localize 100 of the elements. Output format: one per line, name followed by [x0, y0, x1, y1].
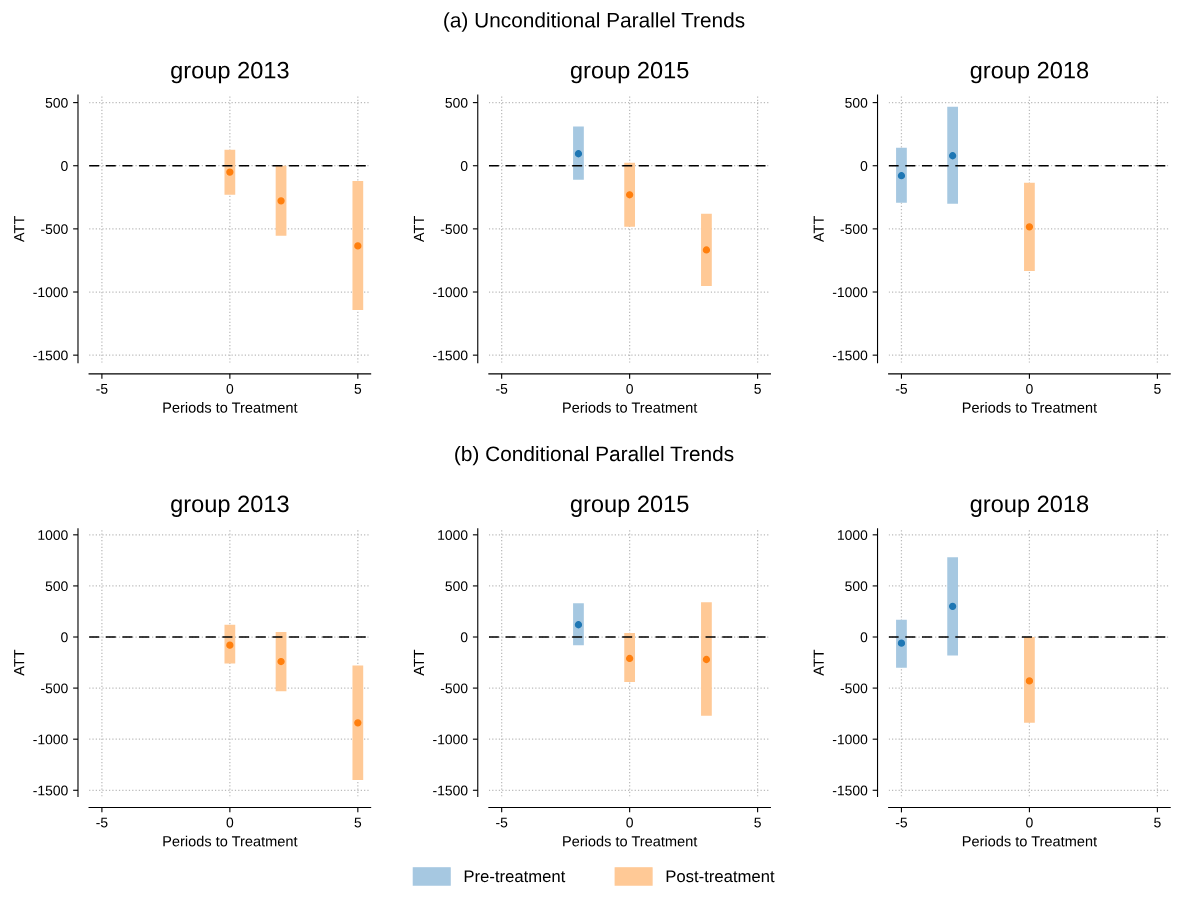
y-tick-label: -1000 [832, 287, 868, 298]
point [354, 242, 362, 250]
y-tick-label: -1500 [33, 350, 68, 361]
point [277, 657, 285, 666]
y-tick-label: -500 [840, 224, 868, 235]
point [226, 168, 234, 176]
y-axis-title: ATT [813, 215, 824, 243]
x-tick-label: -5 [96, 817, 108, 828]
chart-title: group 2015 [570, 61, 689, 84]
bar [947, 557, 959, 656]
point [702, 655, 711, 664]
point [226, 641, 234, 649]
y-axis-title: ATT [413, 649, 424, 676]
bar [701, 602, 712, 716]
y-axis-title: ATT [813, 649, 824, 676]
y-tick-label: -500 [440, 224, 468, 235]
legend-label: Post-treatment [666, 870, 775, 883]
point [702, 246, 711, 254]
y-axis-title: ATT [14, 215, 25, 243]
y-tick-label: 0 [61, 632, 68, 643]
y-tick-label: 500 [45, 97, 68, 108]
y-axis-title: ATT [413, 215, 424, 243]
point [354, 719, 362, 727]
y-tick-label: -1000 [433, 734, 468, 745]
y-tick-label: -500 [41, 224, 68, 235]
bar [947, 106, 959, 204]
point [897, 172, 906, 180]
y-tick-label: 500 [45, 581, 68, 592]
x-axis-title: Periods to Treatment [563, 402, 698, 413]
x-axis-title: Periods to Treatment [563, 835, 698, 847]
chart-title: group 2015 [570, 495, 689, 517]
text: (b) Conditional Parallel Trends [455, 445, 734, 466]
x-tick-label: 5 [754, 384, 761, 394]
bar [275, 165, 287, 236]
bar [624, 632, 636, 682]
point [574, 621, 583, 629]
y-tick-label: -1500 [433, 785, 468, 796]
point [574, 150, 583, 158]
bar [624, 162, 636, 227]
point [625, 191, 634, 199]
y-tick-label: -1000 [832, 734, 868, 745]
legend-label: Pre-treatment [464, 870, 566, 883]
y-tick-label: -1500 [33, 785, 68, 796]
x-tick-label: -5 [496, 817, 508, 828]
bar [1024, 637, 1035, 723]
y-tick-label: -500 [41, 683, 68, 694]
y-tick-label: -1000 [433, 287, 468, 298]
x-axis-title: Periods to Treatment [962, 835, 1097, 847]
chart-title: group 2013 [171, 61, 289, 84]
x-tick-label: 5 [354, 384, 362, 394]
y-tick-label: -500 [840, 683, 868, 694]
x-tick-label: -5 [895, 817, 908, 828]
bar [352, 180, 364, 311]
y-tick-label: 0 [460, 632, 468, 643]
y-tick-label: -1500 [832, 350, 868, 361]
point [1025, 223, 1034, 231]
y-tick-label: 1000 [38, 530, 68, 540]
x-axis-title: Periods to Treatment [962, 402, 1097, 413]
bar [701, 213, 712, 286]
y-tick-label: 500 [445, 97, 468, 108]
y-tick-label: -500 [440, 683, 468, 694]
y-tick-label: 500 [845, 97, 868, 108]
x-tick-label: 5 [1154, 817, 1161, 828]
x-tick-label: 5 [754, 817, 761, 828]
x-tick-label: 5 [354, 817, 362, 828]
bar [573, 126, 584, 180]
text: (a) Unconditional Parallel Trends [444, 12, 745, 32]
chart-title: group 2013 [171, 495, 289, 517]
y-tick-label: 0 [860, 161, 868, 171]
bar [1024, 182, 1035, 271]
point [948, 602, 957, 610]
x-axis-title: Periods to Treatment [163, 835, 298, 847]
chart-title: group 2018 [970, 495, 1089, 517]
point [948, 152, 957, 160]
y-tick-label: 0 [860, 632, 868, 643]
point [277, 197, 285, 205]
point [897, 639, 906, 647]
x-tick-label: -5 [496, 384, 508, 394]
x-tick-label: 0 [626, 383, 633, 394]
y-tick-label: 1000 [438, 530, 468, 540]
y-tick-label: -1000 [33, 287, 68, 298]
x-tick-label: 5 [1154, 384, 1161, 394]
bar [352, 665, 364, 781]
bar [896, 147, 907, 203]
point [1025, 677, 1034, 685]
x-tick-label: 0 [226, 817, 234, 828]
x-tick-label: -5 [895, 384, 908, 394]
x-tick-label: 0 [1026, 383, 1033, 394]
y-axis-title: ATT [14, 649, 25, 676]
y-tick-label: 500 [445, 581, 468, 592]
x-tick-label: -5 [96, 384, 108, 394]
bar [896, 619, 907, 668]
chart-title: group 2018 [970, 61, 1089, 84]
point [625, 654, 634, 663]
y-tick-label: 0 [61, 161, 68, 171]
y-tick-label: 1000 [837, 530, 868, 540]
x-axis-title: Periods to Treatment [163, 402, 298, 413]
y-tick-label: -1500 [433, 350, 468, 361]
x-tick-label: 0 [626, 817, 633, 828]
bar [224, 149, 236, 195]
